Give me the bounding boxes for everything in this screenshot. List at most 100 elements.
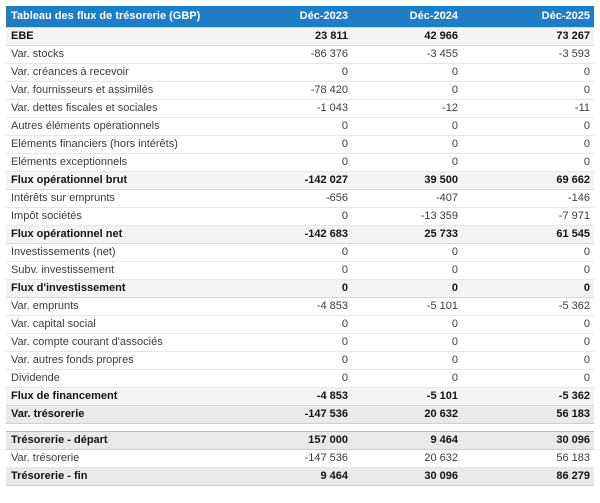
- row-value: -142 027: [242, 170, 352, 190]
- row-label: Intérêts sur emprunts: [6, 189, 242, 208]
- column-header-dec-2023: Déc-2023: [242, 6, 352, 27]
- row-value: 0: [242, 207, 352, 226]
- row-value: 0: [352, 81, 462, 100]
- row-label: EBE: [6, 26, 242, 46]
- row-value: -3 593: [462, 45, 594, 64]
- row-label: Var. trésorerie: [6, 404, 242, 424]
- row-value: 0: [462, 369, 594, 388]
- row-value: 0: [462, 153, 594, 172]
- row-value: 69 662: [462, 170, 594, 190]
- table-row: Flux d'investissement 0 0 0: [6, 278, 594, 298]
- table-row: Var. trésorerie -147 536 20 632 56 183: [6, 449, 594, 468]
- row-label: Var. fournisseurs et assimilés: [6, 81, 242, 100]
- row-value: 0: [462, 81, 594, 100]
- row-label: Flux de financement: [6, 386, 242, 406]
- row-label: Trésorerie - départ: [6, 430, 242, 450]
- row-label: Var. capital social: [6, 315, 242, 334]
- row-label: Investissements (net): [6, 243, 242, 262]
- row-value: -5 362: [462, 386, 594, 406]
- row-value: -142 683: [242, 224, 352, 244]
- table-row: Var. stocks -86 376 -3 455 -3 593: [6, 45, 594, 64]
- row-value: 0: [462, 117, 594, 136]
- table-row: Flux de financement -4 853 -5 101 -5 362: [6, 386, 594, 406]
- row-value: 0: [242, 135, 352, 154]
- row-value: 0: [242, 243, 352, 262]
- row-value: -5 362: [462, 297, 594, 316]
- row-value: 0: [352, 135, 462, 154]
- row-value: 0: [242, 369, 352, 388]
- row-value: 0: [242, 351, 352, 370]
- row-label: Var. compte courant d'associés: [6, 333, 242, 352]
- row-value: 0: [352, 333, 462, 352]
- row-label: Autres éléments opérationnels: [6, 117, 242, 136]
- row-label: Var. stocks: [6, 45, 242, 64]
- cashflow-table-header: Tableau des flux de trésorerie (GBP) Déc…: [6, 6, 594, 27]
- row-value: 0: [462, 333, 594, 352]
- row-label: Trésorerie - fin: [6, 466, 242, 486]
- cashflow-table-body: EBE 23 811 42 966 73 267 Var. stocks -86 376-…: [6, 26, 594, 486]
- row-value: -656: [242, 189, 352, 208]
- row-value: 0: [242, 278, 352, 298]
- row-label: Subv. investissement: [6, 261, 242, 280]
- row-value: 157 000: [242, 430, 352, 450]
- table-title: Tableau des flux de trésorerie (GBP): [6, 6, 242, 27]
- row-value: 30 096: [352, 466, 462, 486]
- table-row: Subv. investissement 0 0 0: [6, 261, 594, 280]
- row-value: 0: [462, 315, 594, 334]
- row-label: Var. créances à recevoir: [6, 63, 242, 82]
- table-row: Var. trésorerie -147 536 20 632 56 183: [6, 404, 594, 424]
- spacer-cell: [6, 423, 594, 431]
- row-value: 0: [462, 135, 594, 154]
- row-value: 20 632: [352, 404, 462, 424]
- row-value: -146: [462, 189, 594, 208]
- row-value: -5 101: [352, 297, 462, 316]
- row-value: -407: [352, 189, 462, 208]
- row-value: 0: [462, 351, 594, 370]
- row-value: -1 043: [242, 99, 352, 118]
- row-label: Impôt sociétés: [6, 207, 242, 226]
- table-row: Investissements (net) 0 0 0: [6, 243, 594, 262]
- column-header-dec-2025: Déc-2025: [462, 6, 594, 27]
- row-value: 0: [242, 333, 352, 352]
- table-row: Flux opérationnel brut -142 027 39 500 69 6…: [6, 170, 594, 190]
- row-value: 9 464: [242, 466, 352, 486]
- row-value: 0: [242, 117, 352, 136]
- row-value: 39 500: [352, 170, 462, 190]
- row-value: 0: [242, 261, 352, 280]
- row-value: 56 183: [462, 449, 594, 468]
- row-value: 0: [352, 117, 462, 136]
- table-row: Trésorerie - fin 9 464 30 096 86 279: [6, 466, 594, 486]
- row-value: 25 733: [352, 224, 462, 244]
- row-value: -7 971: [462, 207, 594, 226]
- table-row: Impôt sociétés 0 -13 359 -7 971: [6, 207, 594, 226]
- row-value: 0: [352, 243, 462, 262]
- row-value: -4 853: [242, 297, 352, 316]
- table-row: Intérêts sur emprunts -656 -407 -146: [6, 189, 594, 208]
- table-row: Flux opérationnel net -142 683 25 733 61 54…: [6, 224, 594, 244]
- cashflow-table: Tableau des flux de trésorerie (GBP) Déc…: [6, 6, 594, 486]
- row-label: Var. dettes fiscales et sociales: [6, 99, 242, 118]
- row-label: Dividende: [6, 369, 242, 388]
- row-value: -5 101: [352, 386, 462, 406]
- column-header-dec-2024: Déc-2024: [352, 6, 462, 27]
- row-value: -147 536: [242, 449, 352, 468]
- row-value: -11: [462, 99, 594, 118]
- table-row: Eléments exceptionnels 0 0 0: [6, 153, 594, 172]
- row-value: 0: [352, 315, 462, 334]
- row-value: 0: [462, 63, 594, 82]
- row-label: Eléments exceptionnels: [6, 153, 242, 172]
- row-value: 0: [242, 315, 352, 334]
- table-row: Var. capital social 0 0 0: [6, 315, 594, 334]
- table-row: Var. emprunts -4 853 -5 101 -5 362: [6, 297, 594, 316]
- table-row: Eléments financiers (hors intérêts) 0 0 0: [6, 135, 594, 154]
- row-value: 0: [462, 261, 594, 280]
- table-row: Var. compte courant d'associés 0 0 0: [6, 333, 594, 352]
- row-value: 23 811: [242, 26, 352, 46]
- row-value: 0: [352, 369, 462, 388]
- table-row: Trésorerie - départ 157 000 9 464 30 096: [6, 430, 594, 450]
- row-value: -147 536: [242, 404, 352, 424]
- row-label: Flux opérationnel net: [6, 224, 242, 244]
- row-value: 0: [242, 153, 352, 172]
- row-value: 73 267: [462, 26, 594, 46]
- cashflow-table-container: Tableau des flux de trésorerie (GBP) Déc…: [6, 6, 594, 486]
